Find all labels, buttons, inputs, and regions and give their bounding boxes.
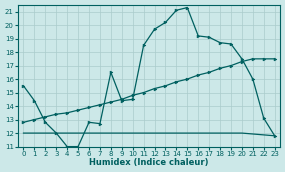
X-axis label: Humidex (Indice chaleur): Humidex (Indice chaleur) — [89, 158, 209, 167]
